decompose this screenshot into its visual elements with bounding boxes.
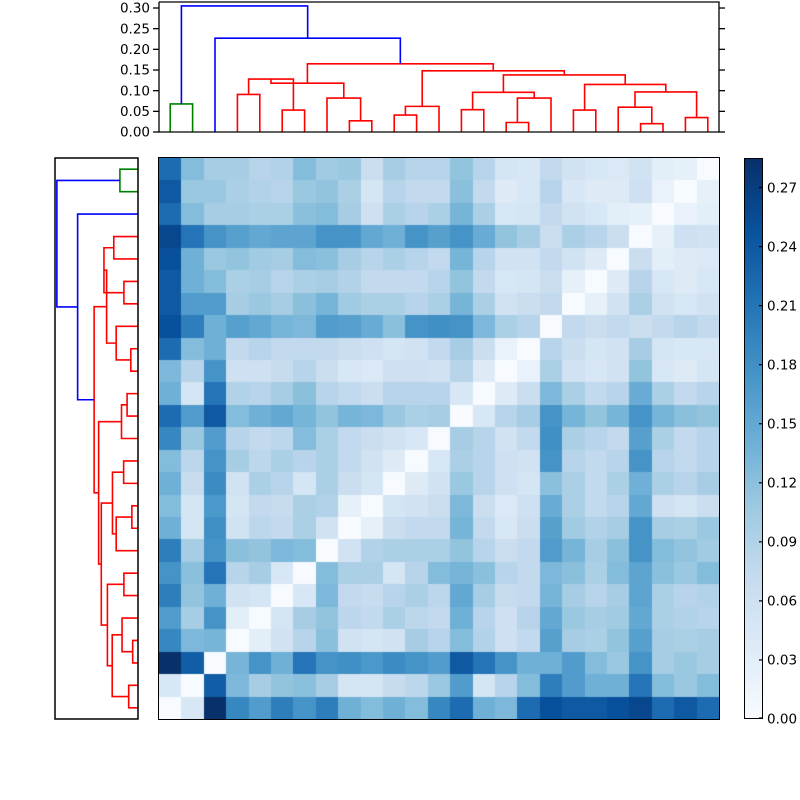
y-axis-tick-label: 0.25: [120, 21, 150, 37]
y-axis-tick-label: 0.15: [120, 63, 150, 79]
colorbar-axis: 0.00 0.03 0.06 0.09 0.12 0.15 0.18 0.21 0.24 0.27: [759, 180, 797, 728]
top-dendrogram-axis: 0.00 0.05 0.10 0.15 0.20 0.25 0.30: [120, 1, 725, 141]
colorbar-tick-label: 0.24: [767, 239, 797, 255]
left-dendrogram-link: [103, 246, 124, 294]
top-dendrogram-link: [516, 97, 552, 132]
top-dendrogram-link: [684, 116, 709, 132]
top-dendrogram-link: [572, 109, 597, 132]
colorbar-tick-label: 0.09: [767, 535, 797, 551]
top-dendrogram-link: [270, 79, 345, 99]
y-axis-tick-label: 0.05: [120, 104, 150, 120]
left-dendrogram-link: [127, 684, 138, 709]
left-dendrogram-link: [93, 305, 107, 494]
top-dendrogram-link: [247, 78, 295, 111]
top-dendrogram-link: [180, 5, 309, 104]
left-dendrogram-link: [115, 516, 138, 552]
left-dendrogram-link: [126, 392, 138, 417]
top-dendrogram-link: [502, 74, 626, 93]
colorbar-tick-label: 0.18: [767, 357, 797, 373]
top-dendrogram-link: [393, 114, 418, 132]
top-dendrogram-link: [471, 91, 535, 110]
colorbar-gradient: [744, 158, 763, 719]
top-dendrogram-link: [639, 122, 664, 132]
left-dendrogram-link: [119, 168, 138, 193]
y-axis-tick-label: 0.00: [120, 125, 150, 141]
top-dendrogram: [169, 5, 709, 132]
heatmap-panel: [158, 157, 720, 720]
left-dendrogram-link: [123, 572, 138, 597]
left-dendrogram-link: [97, 420, 122, 565]
left-dendrogram-link: [121, 617, 138, 653]
left-dendrogram: [54, 157, 139, 720]
left-dendrogram-frame: [54, 157, 139, 720]
left-dendrogram-link: [120, 404, 138, 440]
left-dendrogram-link: [100, 502, 113, 626]
left-dendrogram-link: [130, 347, 138, 372]
left-dendrogram-link: [131, 639, 138, 664]
left-dendrogram-link: [122, 460, 138, 485]
top-dendrogram-link: [326, 97, 362, 132]
left-dendrogram-link: [123, 280, 138, 305]
top-dendrogram-link: [348, 120, 373, 132]
left-dendrogram-link: [103, 269, 117, 344]
left-dendrogram-link: [112, 235, 138, 260]
top-dendrogram-link: [617, 106, 653, 132]
top-dendrogram-link: [281, 109, 306, 132]
y-axis-tick-label: 0.10: [120, 83, 150, 99]
colorbar-tick-label: 0.12: [767, 476, 797, 492]
colorbar-tick-label: 0.06: [767, 594, 797, 610]
top-dendrogram-link: [421, 70, 566, 107]
y-axis-tick-label: 0.20: [120, 42, 150, 58]
left-dendrogram-link: [131, 505, 138, 530]
top-dendrogram-spines: [158, 1, 720, 133]
left-dendrogram-link: [76, 213, 138, 401]
colorbar-tick-label: 0.21: [767, 298, 797, 314]
top-dendrogram-link: [306, 63, 495, 84]
top-dendrogram-link: [214, 37, 402, 132]
colorbar-tick-label: 0.15: [767, 416, 797, 432]
colorbar-tick-label: 0.00: [767, 712, 797, 728]
top-dendrogram-link: [634, 91, 698, 118]
colorbar-tick-label: 0.27: [767, 180, 797, 196]
top-dendrogram-link: [460, 108, 485, 132]
top-dendrogram-link: [169, 103, 194, 132]
y-axis-tick-label: 0.30: [120, 1, 150, 17]
top-dendrogram-link: [583, 83, 667, 111]
distance-matrix-heatmap: [159, 158, 719, 719]
top-dendrogram-link: [404, 105, 440, 132]
colorbar-tick-label: 0.03: [767, 653, 797, 669]
left-dendrogram-link: [111, 471, 124, 535]
left-dendrogram-link: [115, 325, 138, 361]
top-dendrogram-link: [236, 93, 261, 132]
left-dendrogram-link: [106, 583, 124, 667]
left-dendrogram-link: [111, 634, 129, 698]
top-dendrogram-link: [505, 121, 530, 132]
left-dendrogram-link: [56, 179, 120, 308]
